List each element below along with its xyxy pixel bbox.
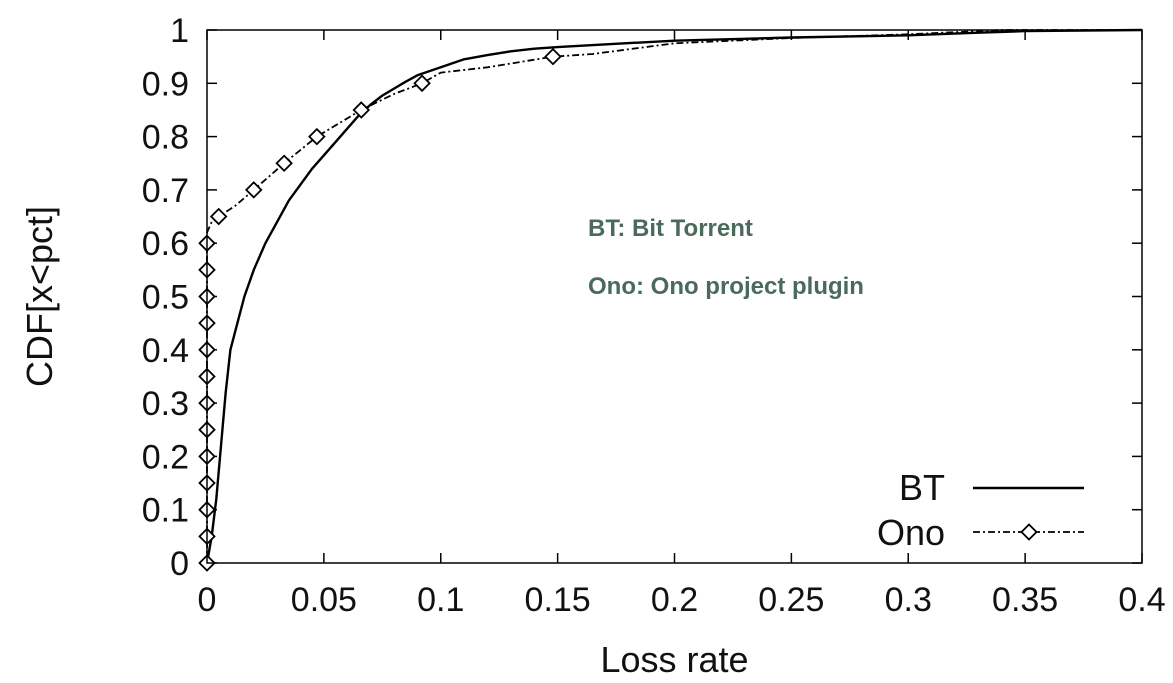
y-tick-label: 0 xyxy=(170,545,189,583)
legend-marker-ono xyxy=(1020,523,1038,541)
series-marker-ono xyxy=(544,47,562,66)
y-tick-label: 0.1 xyxy=(142,492,189,530)
series-marker-ono xyxy=(209,207,228,226)
x-tick-label: 0 xyxy=(198,581,217,619)
y-tick-label: 0.5 xyxy=(142,279,189,317)
series-marker-ono xyxy=(308,127,326,146)
x-tick-label: 0.2 xyxy=(651,581,698,619)
y-tick-label: 1 xyxy=(170,12,189,50)
series-marker-ono xyxy=(352,101,371,119)
x-tick-label: 0.3 xyxy=(885,581,932,619)
y-tick-label: 0.2 xyxy=(142,438,189,476)
y-tick-label: 0.7 xyxy=(142,172,189,210)
y-tick-label: 0.3 xyxy=(142,385,189,423)
legend-label-ono: Ono xyxy=(877,512,945,553)
x-tick-label: 0.1 xyxy=(417,581,464,619)
annotation-ono: Ono: Ono project plugin xyxy=(588,273,864,300)
x-tick-labels: 0 0.05 0.1 0.15 0.2 0.25 0.3 0.35 0.4 xyxy=(198,581,1166,619)
y-tick-label: 0.8 xyxy=(142,119,189,157)
y-tick-label: 0.4 xyxy=(142,332,189,370)
y-axis-label: CDF[x<pct] xyxy=(19,206,60,387)
y-tick-labels: 0 0.1 0.2 0.3 0.4 0.5 0.6 0.7 0.8 0.9 1 xyxy=(142,12,189,583)
y-tick-label: 0.6 xyxy=(142,225,189,263)
annotation-group: BT: Bit Torrent Ono: Ono project plugin xyxy=(588,215,864,300)
series-layer xyxy=(198,28,1143,572)
series-marker-ono xyxy=(275,154,293,173)
annotation-bt: BT: Bit Torrent xyxy=(588,215,753,242)
legend-label-bt: BT xyxy=(899,467,945,508)
x-tick-label: 0.05 xyxy=(291,581,357,619)
series-marker-ono xyxy=(413,74,431,93)
x-tick-label: 0.15 xyxy=(525,581,591,619)
y-tick-label: 0.9 xyxy=(142,65,189,103)
x-tick-label: 0.25 xyxy=(758,581,824,619)
legend: BT Ono xyxy=(877,467,1084,553)
x-axis-label: Loss rate xyxy=(600,639,748,680)
x-tick-label: 0.4 xyxy=(1118,581,1165,619)
series-marker-ono xyxy=(244,181,263,199)
x-tick-label: 0.35 xyxy=(992,581,1058,619)
plot-frame xyxy=(206,29,1143,564)
